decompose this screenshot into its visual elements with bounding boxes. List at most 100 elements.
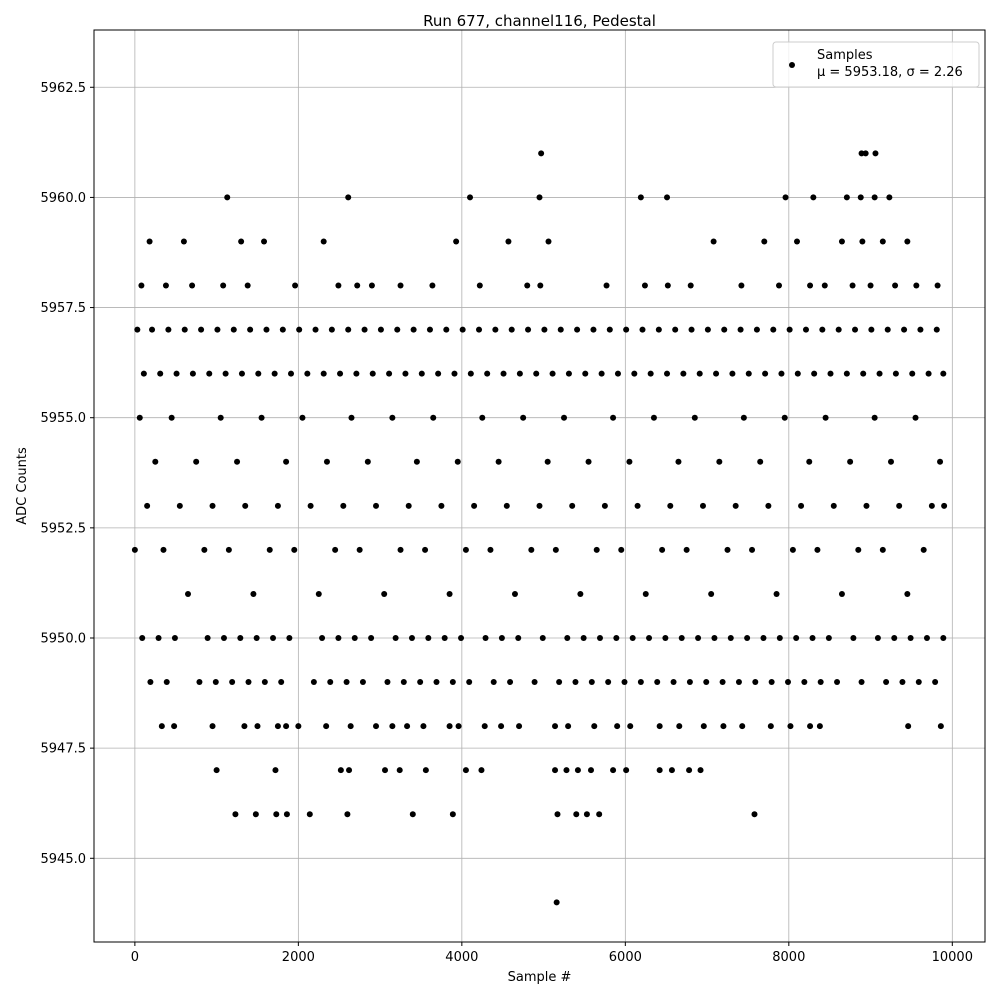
data-point	[500, 370, 507, 377]
data-point	[724, 546, 731, 553]
data-point	[753, 326, 760, 333]
data-point	[641, 282, 648, 289]
data-point	[263, 326, 270, 333]
y-tick-label: 5952.5	[41, 521, 87, 536]
data-point	[711, 635, 718, 641]
chart-title: Run 677, channel116, Pedestal	[423, 12, 656, 30]
data-point	[353, 370, 360, 377]
data-point	[476, 326, 483, 333]
data-point	[757, 458, 764, 465]
data-point	[487, 546, 494, 553]
y-tick-label: 5960.0	[41, 191, 87, 206]
data-point	[830, 502, 837, 509]
data-point	[495, 458, 502, 465]
data-point	[433, 679, 440, 686]
data-point	[883, 679, 890, 686]
data-point	[288, 370, 295, 377]
data-point	[582, 370, 589, 377]
data-point	[778, 370, 785, 377]
data-point	[786, 326, 793, 333]
data-point	[606, 326, 613, 333]
x-tick-label: 8000	[772, 950, 805, 965]
data-point	[146, 238, 153, 245]
data-point	[283, 458, 290, 465]
data-point	[740, 414, 747, 421]
data-point	[320, 370, 327, 377]
y-tick-label: 5945.0	[41, 852, 87, 867]
data-point	[678, 635, 685, 641]
data-point	[404, 723, 411, 730]
data-point	[901, 326, 908, 333]
data-point	[909, 370, 916, 377]
data-point	[860, 370, 867, 377]
data-point	[601, 502, 608, 509]
data-point	[835, 326, 842, 333]
data-point	[541, 326, 548, 333]
data-point	[892, 282, 899, 289]
data-point	[271, 370, 278, 377]
data-point	[925, 370, 932, 377]
y-tick-label: 5955.0	[41, 411, 87, 426]
data-point	[270, 635, 277, 641]
y-tick-label: 5962.5	[41, 81, 87, 96]
data-point	[225, 546, 232, 553]
data-point	[556, 679, 563, 686]
data-point	[565, 370, 572, 377]
data-point	[752, 679, 759, 686]
data-point	[716, 458, 723, 465]
data-point	[171, 723, 178, 730]
data-point	[896, 502, 903, 509]
data-point	[605, 679, 612, 686]
data-point	[719, 679, 726, 686]
data-point	[283, 811, 290, 818]
data-point	[552, 723, 559, 730]
data-point	[654, 679, 661, 686]
data-point	[768, 679, 775, 686]
data-point	[650, 414, 657, 421]
data-point	[291, 546, 298, 553]
data-point	[323, 723, 330, 730]
data-point	[591, 723, 598, 730]
data-point	[417, 679, 424, 686]
data-point	[198, 326, 205, 333]
data-point	[528, 546, 535, 553]
data-point	[801, 679, 808, 686]
data-point	[238, 370, 245, 377]
data-point	[802, 326, 809, 333]
data-point	[793, 238, 800, 245]
data-point	[252, 811, 259, 818]
data-point	[351, 635, 358, 641]
data-point	[695, 635, 702, 641]
data-point	[700, 723, 707, 730]
y-tick-label: 5950.0	[41, 632, 87, 647]
data-point	[574, 767, 581, 774]
x-tick-label: 4000	[445, 950, 478, 965]
data-point	[699, 502, 706, 509]
data-point	[507, 679, 514, 686]
data-point	[396, 767, 403, 774]
data-point	[511, 590, 518, 597]
data-point	[876, 370, 883, 377]
data-point	[852, 326, 859, 333]
data-point	[386, 370, 393, 377]
data-point	[250, 590, 257, 597]
data-point	[476, 282, 483, 289]
data-point	[515, 635, 522, 641]
data-point	[140, 370, 147, 377]
data-point	[940, 635, 947, 641]
data-point	[941, 502, 948, 509]
data-point	[749, 546, 756, 553]
data-point	[656, 723, 663, 730]
data-point	[765, 502, 772, 509]
data-point	[347, 723, 354, 730]
data-point	[455, 723, 462, 730]
data-point	[344, 811, 351, 818]
data-point	[397, 546, 404, 553]
data-point	[189, 370, 196, 377]
x-tick-label: 10000	[932, 950, 973, 965]
data-point	[915, 679, 922, 686]
data-point	[553, 899, 560, 906]
data-point	[422, 767, 429, 774]
data-point	[446, 590, 453, 597]
data-point	[466, 679, 473, 686]
